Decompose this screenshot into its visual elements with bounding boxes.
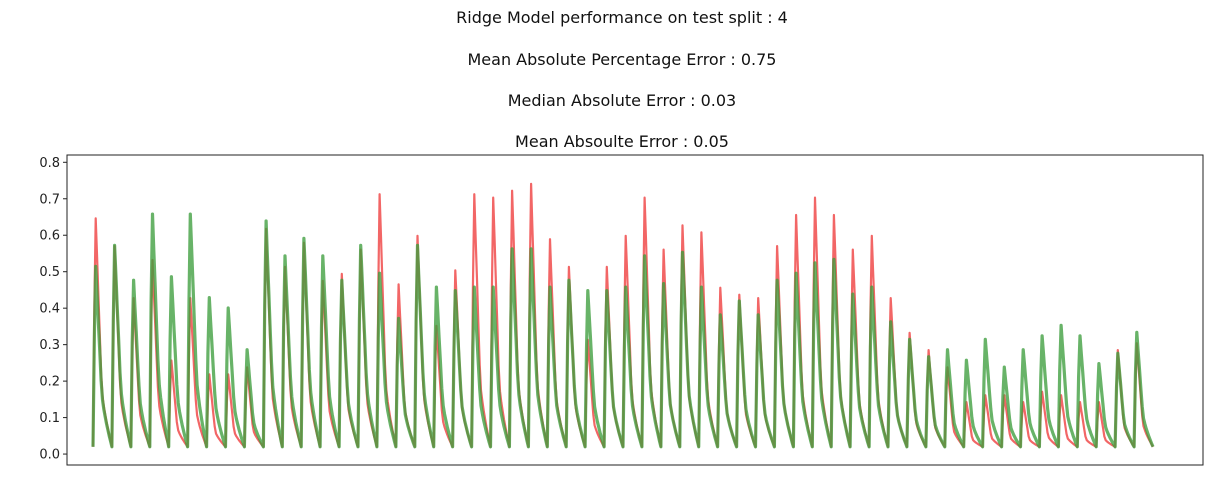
y-tick-label: 0.1 <box>39 411 60 426</box>
y-tick-label: 0.2 <box>39 375 60 390</box>
y-tick-label: 0.7 <box>39 192 60 207</box>
y-tick-label: 0.4 <box>39 302 60 317</box>
series-layer <box>91 182 1155 449</box>
series-line-2 <box>91 212 1155 449</box>
y-tick-label: 0.6 <box>39 229 60 244</box>
chart-title-line-2: Mean Absolute Percentage Error : 0.75 <box>467 50 777 69</box>
y-axis: 0.0 0.1 0.2 0.3 0.4 0.5 0.6 0.7 0.8 <box>39 156 67 463</box>
chart-title-line-3: Median Absolute Error : 0.03 <box>507 91 737 110</box>
chart-title-line-1: Ridge Model performance on test split : … <box>456 8 788 27</box>
chart-title-line-4: Mean Absoulte Error : 0.05 <box>515 132 729 151</box>
plot-frame <box>66 154 1204 466</box>
y-tick-label: 0.3 <box>39 338 60 353</box>
y-tick-label: 0.5 <box>39 265 60 280</box>
y-tick-label: 0.0 <box>39 448 60 463</box>
y-tick-label: 0.8 <box>39 156 60 171</box>
